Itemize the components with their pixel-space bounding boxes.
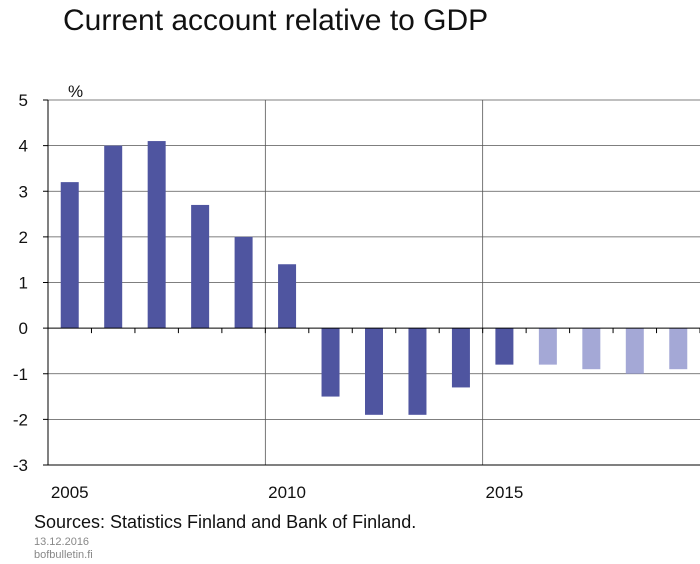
- site-name: bofbulletin.fi: [34, 549, 93, 561]
- y-tick-label: 1: [19, 274, 28, 293]
- bars: [60, 141, 688, 415]
- x-tick-label: 2010: [268, 483, 306, 502]
- bar-2008: [191, 204, 210, 329]
- current-account-chart: -3 -2 -1 0 1 2 3 4 5 % 2005 2010 2015: [13, 82, 700, 502]
- y-tick-label: 4: [19, 137, 28, 156]
- y-tick-label: 3: [19, 182, 28, 201]
- bar-2005: [60, 182, 79, 329]
- y-tick-label: -1: [13, 365, 28, 384]
- bar-2015: [495, 328, 514, 365]
- bar-2012: [365, 328, 383, 415]
- y-tick-label: 5: [19, 91, 28, 110]
- bar-2019: [669, 328, 688, 370]
- y-tick-label: -3: [13, 456, 28, 475]
- bar-2018: [625, 328, 644, 374]
- bar-2007: [147, 141, 166, 329]
- bar-2009: [234, 236, 253, 329]
- y-axis-label: %: [68, 82, 83, 101]
- bar-2017: [582, 328, 601, 370]
- axes: [43, 99, 700, 466]
- x-tick-label: 2005: [51, 483, 89, 502]
- y-tick-label: 2: [19, 228, 28, 247]
- bar-2016: [538, 328, 557, 365]
- y-tick-label: -2: [13, 410, 28, 429]
- bar-2010: [278, 264, 297, 329]
- y-tick-label: 0: [19, 319, 28, 338]
- bar-2006: [104, 145, 123, 329]
- x-tick-label: 2015: [485, 483, 523, 502]
- tick-labels: -3 -2 -1 0 1 2 3 4 5 % 2005 2010 2015: [13, 82, 523, 502]
- publication-date: 13.12.2016: [34, 536, 90, 548]
- chart-title: Current account relative to GDP: [63, 4, 489, 37]
- sources-note: Sources: Statistics Finland and Bank of …: [34, 512, 417, 532]
- bar-2014: [451, 328, 470, 388]
- bar-2013: [408, 328, 427, 415]
- bar-2011: [321, 328, 340, 397]
